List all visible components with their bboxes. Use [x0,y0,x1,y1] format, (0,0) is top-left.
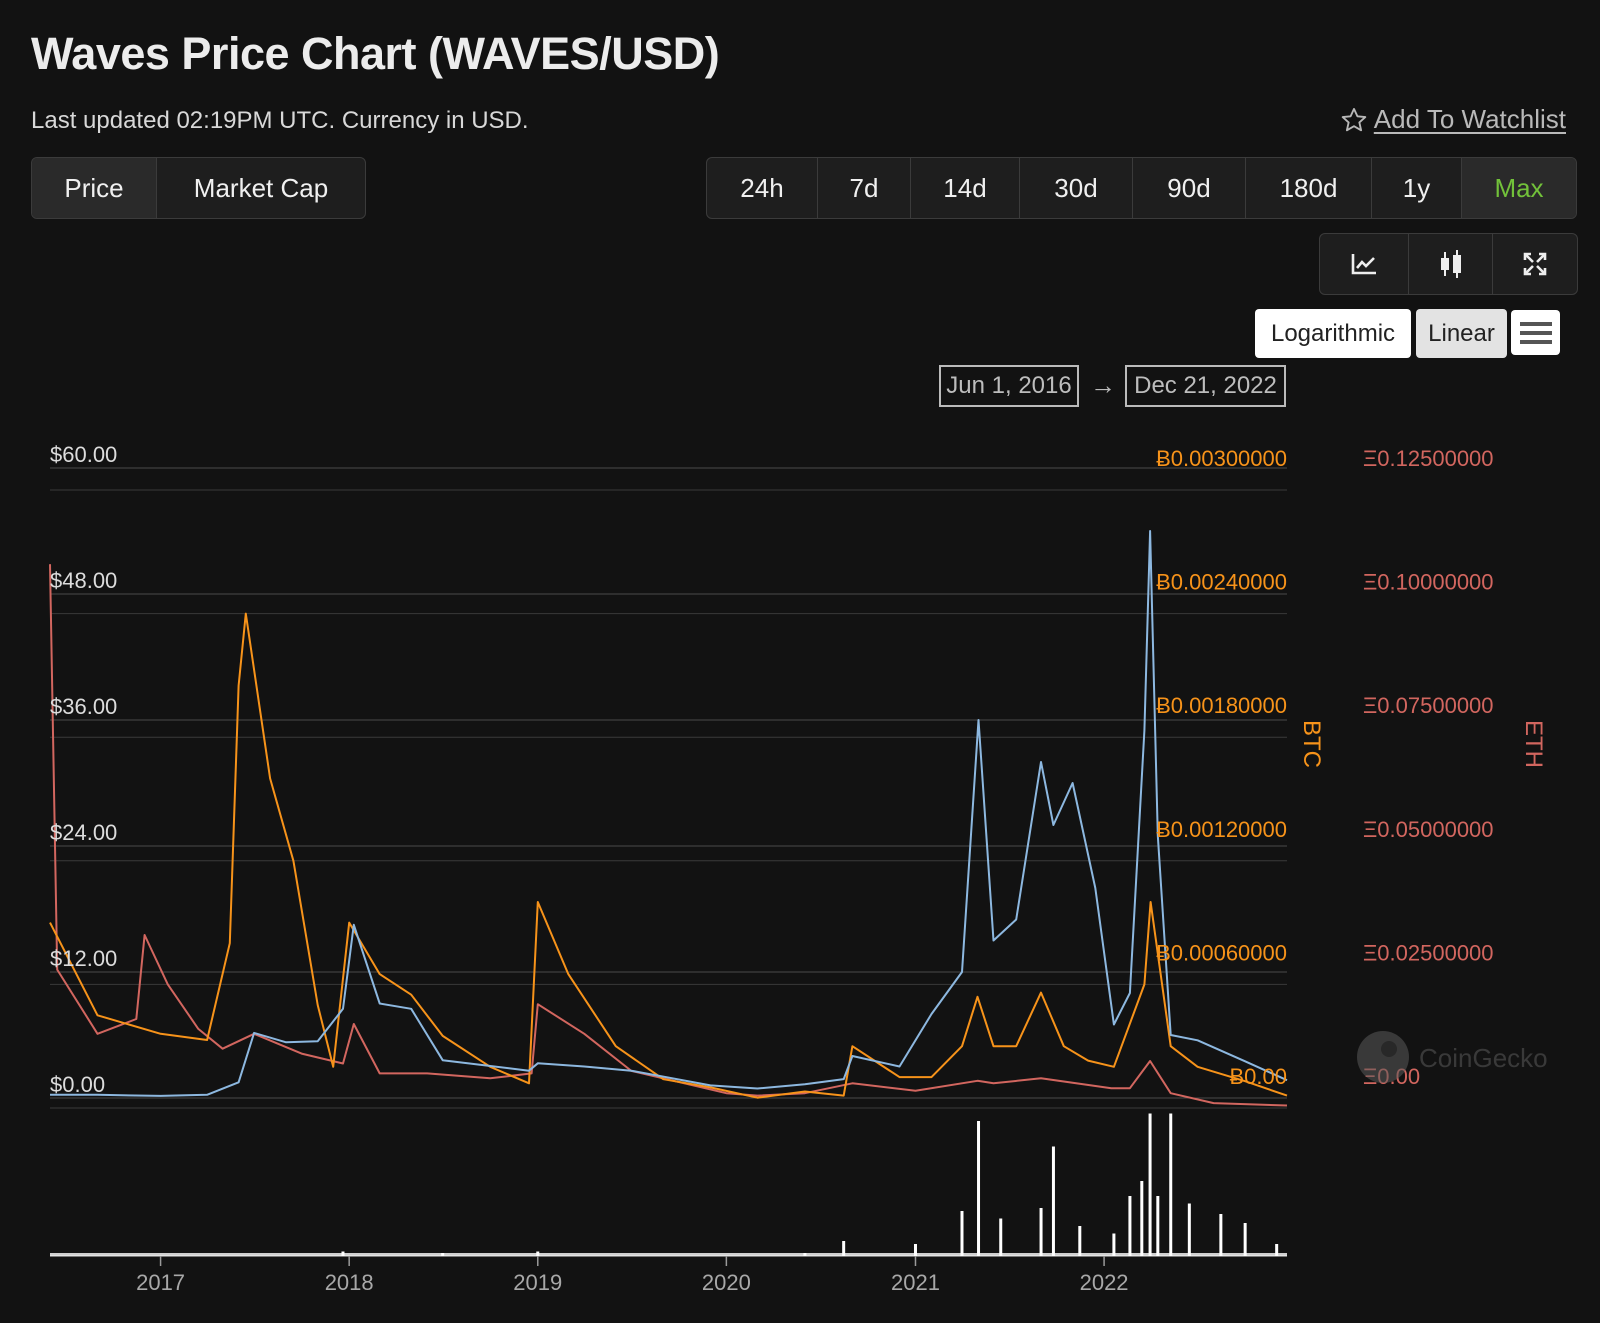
usd-tick-label: $12.00 [50,946,117,971]
volume-bar [1078,1226,1082,1256]
btc-tick-label: Ƀ0.00240000 [1156,570,1287,595]
volume-baseline [50,1253,1287,1256]
x-tick-label: 2019 [513,1270,562,1295]
x-tick-label: 2018 [325,1270,374,1295]
chart-lines [49,530,1288,1107]
volume-bar [1156,1196,1160,1256]
volume-bar [999,1218,1003,1256]
date-from-input[interactable]: Jun 1, 2016 [939,365,1079,407]
watermark-text: CoinGecko [1419,1043,1548,1073]
eth-tick-label: Ξ0.10000000 [1363,570,1494,595]
usd-tick-label: $0.00 [50,1072,105,1097]
chart-view-buttons [1319,233,1578,295]
volume-bar [913,1244,917,1256]
hamburger-menu-icon [1519,321,1552,344]
volume-bar [1187,1203,1191,1256]
x-tick-label: 2022 [1080,1270,1129,1295]
logarithmic-scale-button[interactable]: Logarithmic [1255,309,1411,358]
chart-grid [50,467,1287,1266]
btc-tick-label: Ƀ0.00180000 [1156,693,1287,718]
volume-bar [1275,1244,1279,1256]
star-icon [1341,107,1367,131]
candlestick-icon [1440,250,1461,278]
volume-bar [1140,1181,1144,1256]
add-to-watchlist-link[interactable]: Add To Watchlist [1340,104,1566,135]
eth-tick-label: Ξ0.00 [1363,1064,1420,1089]
volume-bar [803,1253,807,1256]
btc-price-line [49,612,1288,1099]
volume-bar [1051,1146,1055,1256]
x-tick-label: 2021 [891,1270,940,1295]
volume-bar [1039,1208,1043,1256]
fullscreen-button[interactable] [1493,234,1577,294]
date-range-arrow: → [1090,370,1116,400]
x-tick-label: 2020 [702,1270,751,1295]
range-max-button[interactable]: Max [1462,158,1576,218]
btc-axis-label: BTC [1298,720,1325,768]
btc-tick-label: Ƀ0.00120000 [1156,817,1287,842]
candlestick-button[interactable] [1409,234,1493,294]
tab-market-cap[interactable]: Market Cap [193,172,329,203]
volume-bars [50,1113,1287,1256]
btc-tick-label: Ƀ0.00060000 [1156,940,1287,965]
x-tick-label: 2017 [136,1270,185,1295]
usd-tick-label: $60.00 [50,442,117,467]
volume-bar [1243,1223,1247,1256]
volume-bar [1128,1196,1132,1256]
range-30d-button[interactable]: 30d [1020,158,1133,218]
volume-bar [1148,1113,1152,1256]
volume-bar [341,1251,345,1256]
btc-tick-label: Ƀ0.00 [1230,1064,1288,1089]
range-180d-button[interactable]: 180d [1246,158,1372,218]
chart-menu-button[interactable] [1511,310,1560,355]
volume-bar [960,1211,964,1256]
usd-tick-label: $24.00 [50,820,117,845]
range-7d-button[interactable]: 7d [818,158,911,218]
fullscreen-icon [1523,252,1547,276]
volume-bar [842,1241,846,1256]
range-90d-button[interactable]: 90d [1133,158,1246,218]
eth-tick-label: Ξ0.12500000 [1363,446,1494,471]
chart-type-tabs: Price Market Cap [31,157,366,219]
eth-tick-label: Ξ0.05000000 [1363,817,1494,842]
usd-tick-label: $48.00 [50,568,117,593]
date-to-input[interactable]: Dec 21, 2022 [1125,365,1286,407]
axis-labels: $0.00 $12.00 $24.00 $36.00 $48.00 $60.00 Ƀ0.00… [50,442,1547,1295]
volume-bar [1219,1214,1223,1256]
range-24h-button[interactable]: 24h [707,158,818,218]
eth-price-line [49,564,1288,1107]
volume-bar [1169,1113,1173,1256]
eth-tick-label: Ξ0.02500000 [1363,940,1494,965]
time-range-tabs: 24h 7d 14d 30d 90d 180d 1y Max [706,157,1577,219]
coingecko-watermark: CoinGecko [1357,1031,1548,1083]
tab-price[interactable]: Price [32,158,157,218]
volume-bar [977,1121,981,1256]
watchlist-label: Add To Watchlist [1373,104,1566,134]
line-chart-button[interactable] [1320,234,1409,294]
range-1y-button[interactable]: 1y [1372,158,1462,218]
eth-axis-label: ETH [1520,720,1547,768]
usd-tick-label: $36.00 [50,694,117,719]
line-chart-icon [1351,254,1376,275]
eth-tick-label: Ξ0.07500000 [1363,693,1494,718]
volume-bar [1112,1233,1116,1256]
page-title: Waves Price Chart (WAVES/USD) [31,28,720,79]
linear-scale-button[interactable]: Linear [1416,309,1507,358]
last-updated-text: Last updated 02:19PM UTC. Currency in US… [31,107,529,134]
btc-tick-label: Ƀ0.00300000 [1156,446,1287,471]
usd-price-line [50,530,1288,1097]
volume-bar [536,1251,540,1256]
range-14d-button[interactable]: 14d [911,158,1020,218]
volume-bar [441,1253,445,1256]
